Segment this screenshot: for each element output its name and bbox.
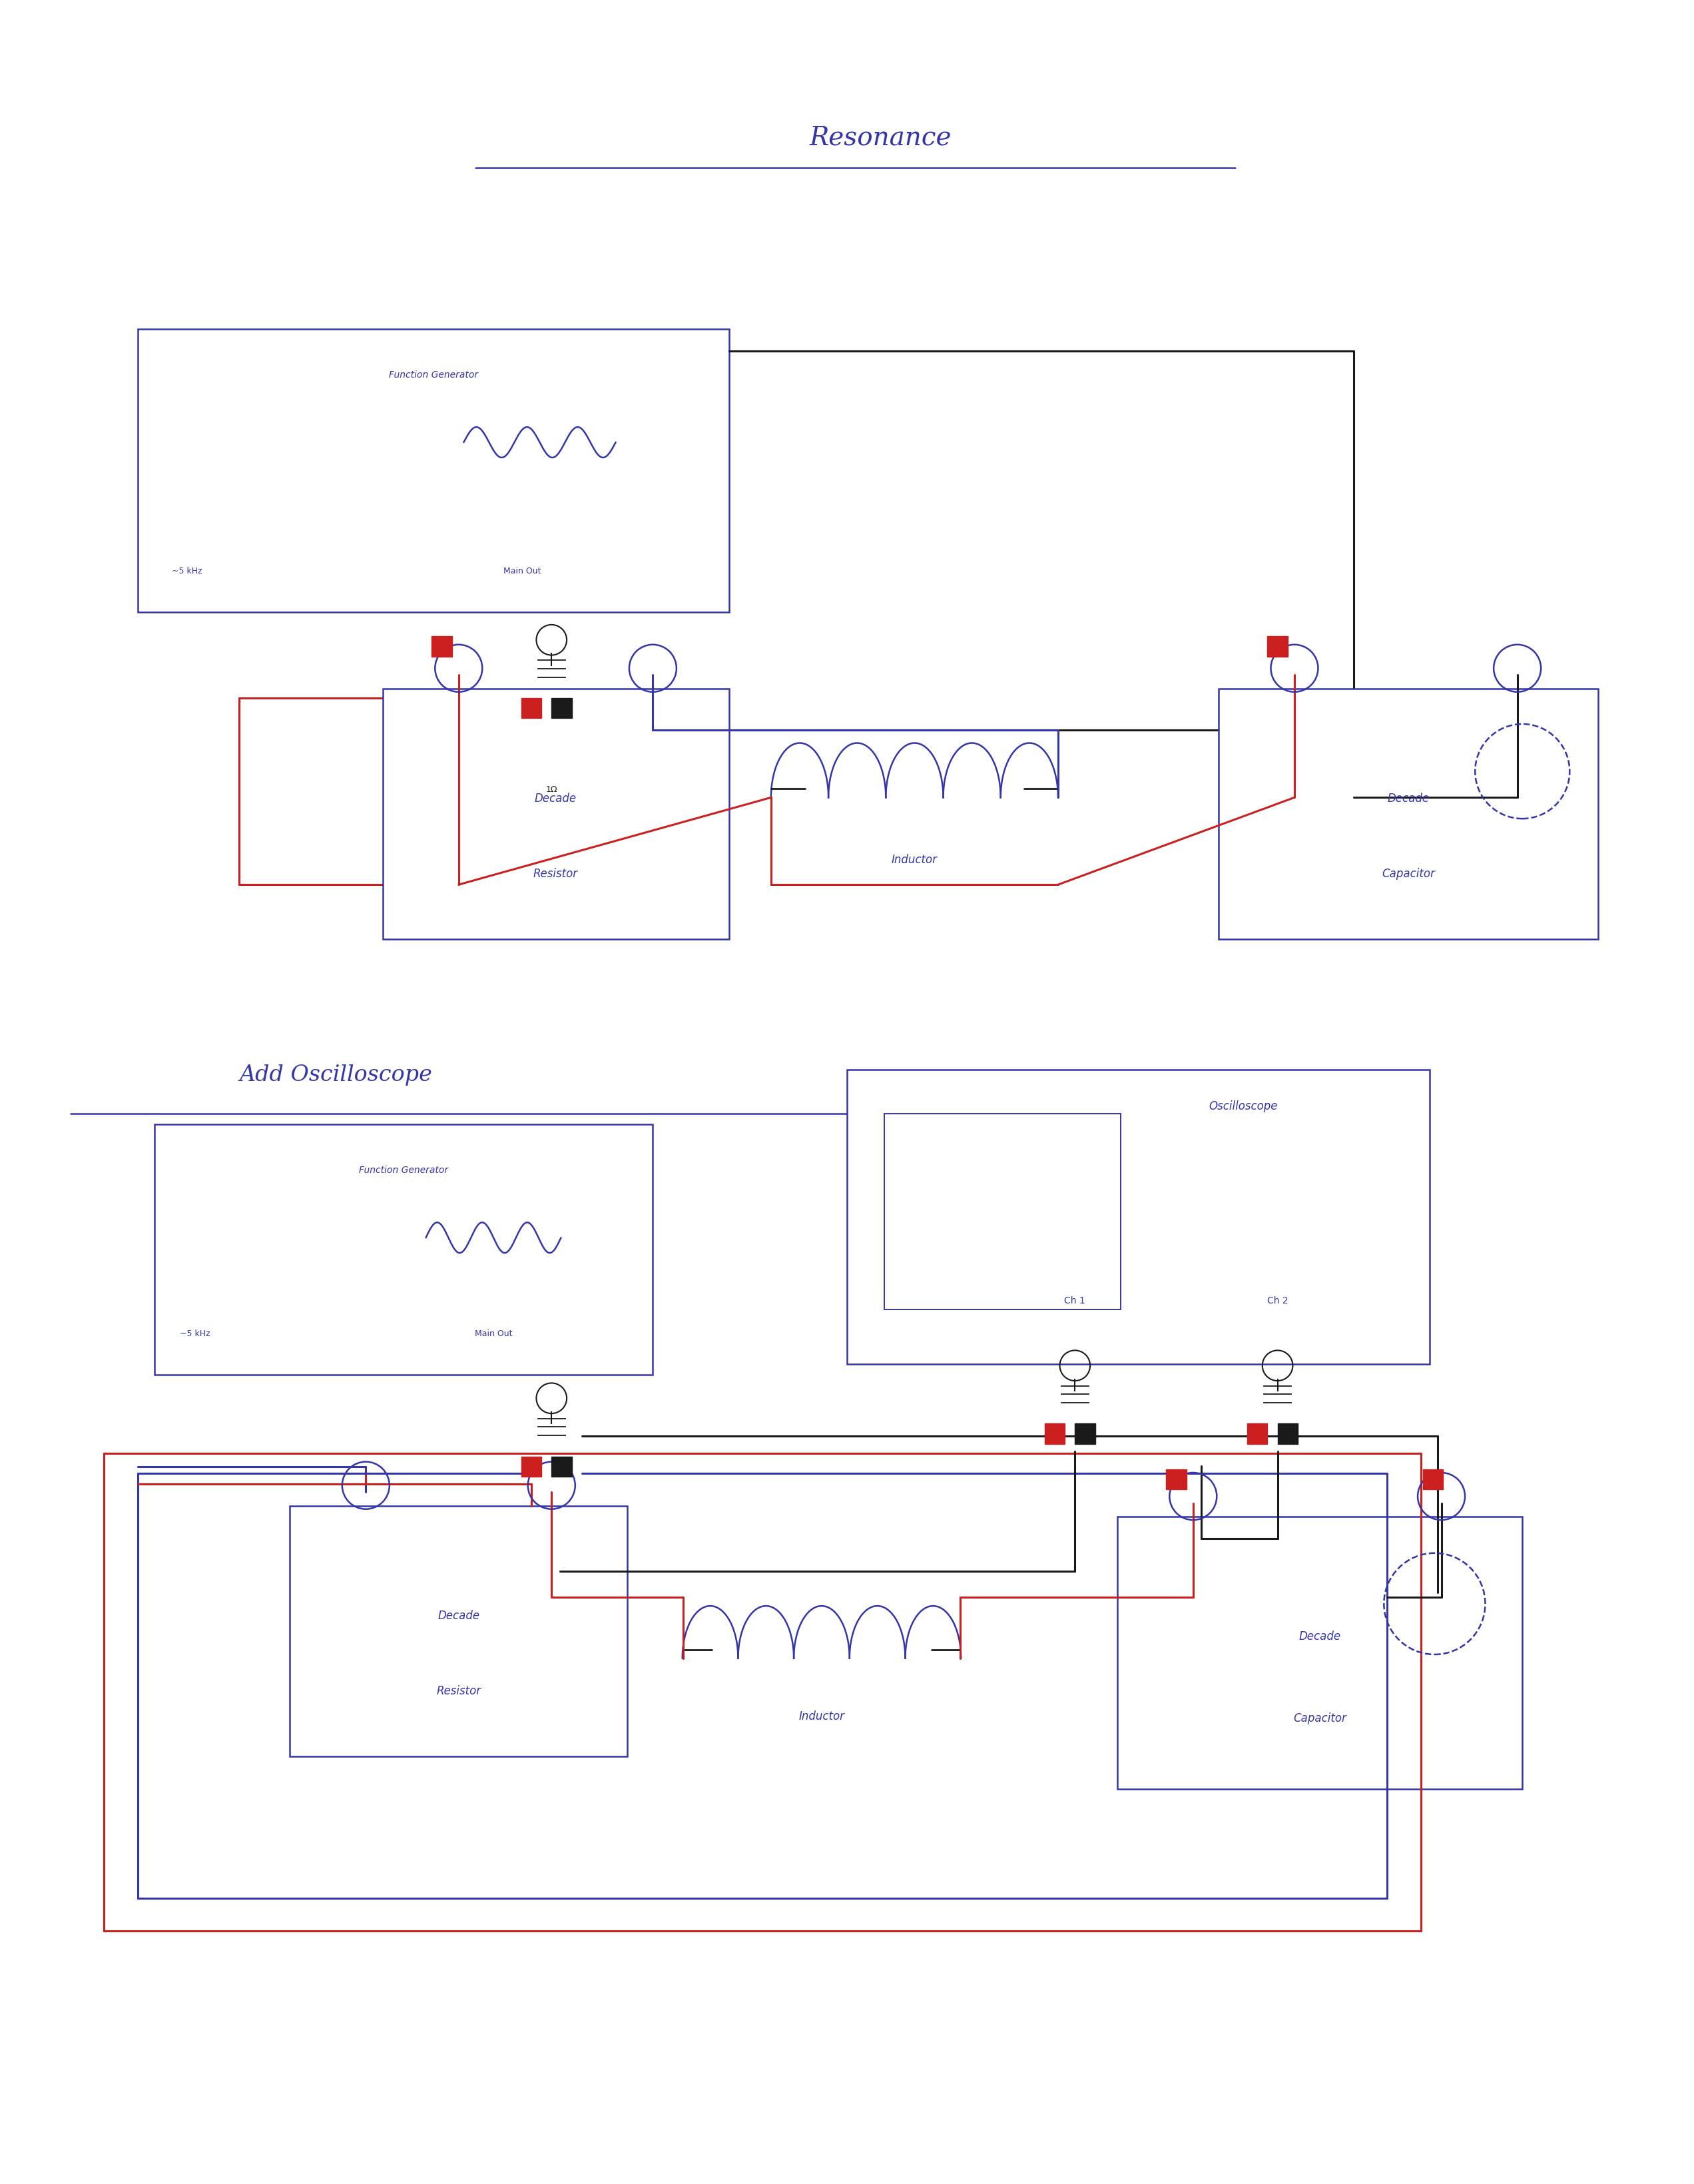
Text: Main Out: Main Out <box>474 1330 512 1339</box>
Bar <box>1247 1424 1267 1444</box>
Text: Decade: Decade <box>535 793 576 804</box>
Bar <box>522 699 542 719</box>
Bar <box>552 699 573 719</box>
Text: ~5 kHz: ~5 kHz <box>180 1330 210 1339</box>
Text: Inductor: Inductor <box>798 1710 845 1721</box>
FancyBboxPatch shape <box>154 1125 652 1376</box>
Bar <box>522 1457 542 1476</box>
Text: Main Out: Main Out <box>503 568 540 577</box>
Text: Resistor: Resistor <box>437 1684 481 1697</box>
Bar <box>432 636 452 657</box>
Bar <box>1076 1424 1096 1444</box>
Bar <box>1277 1424 1298 1444</box>
Text: Function Generator: Function Generator <box>388 369 478 380</box>
Bar <box>1423 1470 1443 1489</box>
Text: Ch 1: Ch 1 <box>1064 1295 1086 1306</box>
Text: Capacitor: Capacitor <box>1382 867 1435 880</box>
Text: Function Generator: Function Generator <box>359 1166 449 1175</box>
Bar <box>1045 1424 1066 1444</box>
Bar <box>1165 1470 1186 1489</box>
Text: Add Oscilloscope: Add Oscilloscope <box>239 1064 432 1085</box>
Text: Inductor: Inductor <box>891 854 937 865</box>
Text: Decade: Decade <box>437 1610 479 1621</box>
Text: Resistor: Resistor <box>534 867 578 880</box>
Text: Oscilloscope: Oscilloscope <box>1208 1101 1277 1112</box>
FancyBboxPatch shape <box>137 330 728 614</box>
Text: ~5 kHz: ~5 kHz <box>171 568 202 577</box>
Bar <box>884 1114 1120 1310</box>
Text: Ch 2: Ch 2 <box>1267 1295 1287 1306</box>
Text: Decade: Decade <box>1299 1629 1340 1642</box>
FancyBboxPatch shape <box>847 1070 1430 1365</box>
FancyBboxPatch shape <box>1116 1518 1523 1789</box>
FancyBboxPatch shape <box>290 1507 627 1756</box>
FancyBboxPatch shape <box>383 688 728 939</box>
Text: Decade: Decade <box>1387 793 1430 804</box>
Bar <box>552 1457 573 1476</box>
FancyBboxPatch shape <box>1218 688 1599 939</box>
Bar <box>1267 636 1287 657</box>
Text: 1Ω: 1Ω <box>545 784 557 793</box>
Text: Resonance: Resonance <box>810 124 952 151</box>
Text: Capacitor: Capacitor <box>1293 1712 1347 1723</box>
